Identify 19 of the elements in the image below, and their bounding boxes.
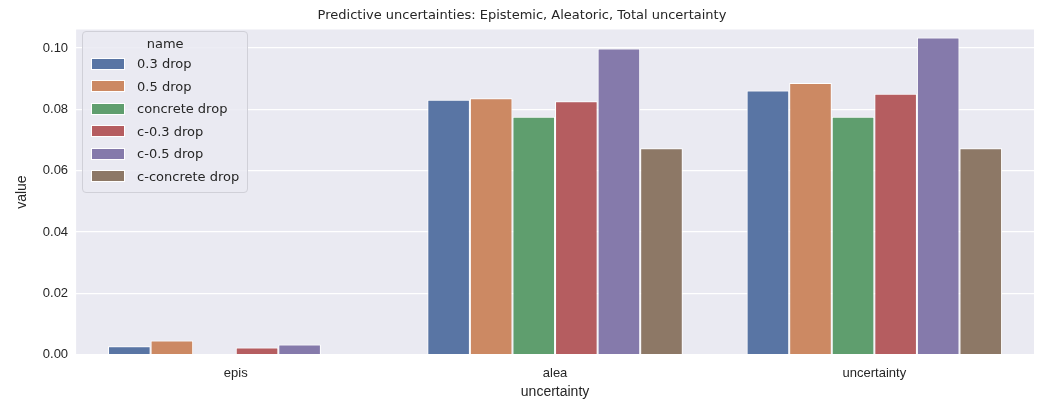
y-axis-title: value	[13, 175, 30, 209]
y-tick-label: 0.02	[42, 284, 69, 300]
x-tick-label: alea	[542, 364, 569, 380]
legend-label: concrete drop	[137, 101, 228, 117]
y-tick-label: 0.04	[42, 223, 69, 239]
legend-label: c-0.5 drop	[137, 146, 204, 162]
legend-title: name	[145, 35, 185, 51]
y-tick-label: 0.10	[42, 39, 69, 55]
x-tick-label: uncertainty	[842, 364, 907, 380]
legend-label: 0.3 drop	[137, 56, 192, 72]
y-tick-label: 0.06	[42, 162, 69, 178]
chart-title: Predictive uncertainties: Epistemic, Aleatoric, Total uncertainty	[317, 7, 727, 23]
y-tick-label: 0.00	[42, 346, 69, 362]
y-tick-label: 0.08	[42, 100, 69, 116]
x-tick-label: epis	[223, 364, 249, 380]
legend-label: c-concrete drop	[137, 168, 240, 184]
legend-label: c-0.3 drop	[137, 123, 204, 139]
x-axis-title: uncertainty	[520, 383, 590, 400]
legend-label: 0.5 drop	[137, 78, 192, 94]
